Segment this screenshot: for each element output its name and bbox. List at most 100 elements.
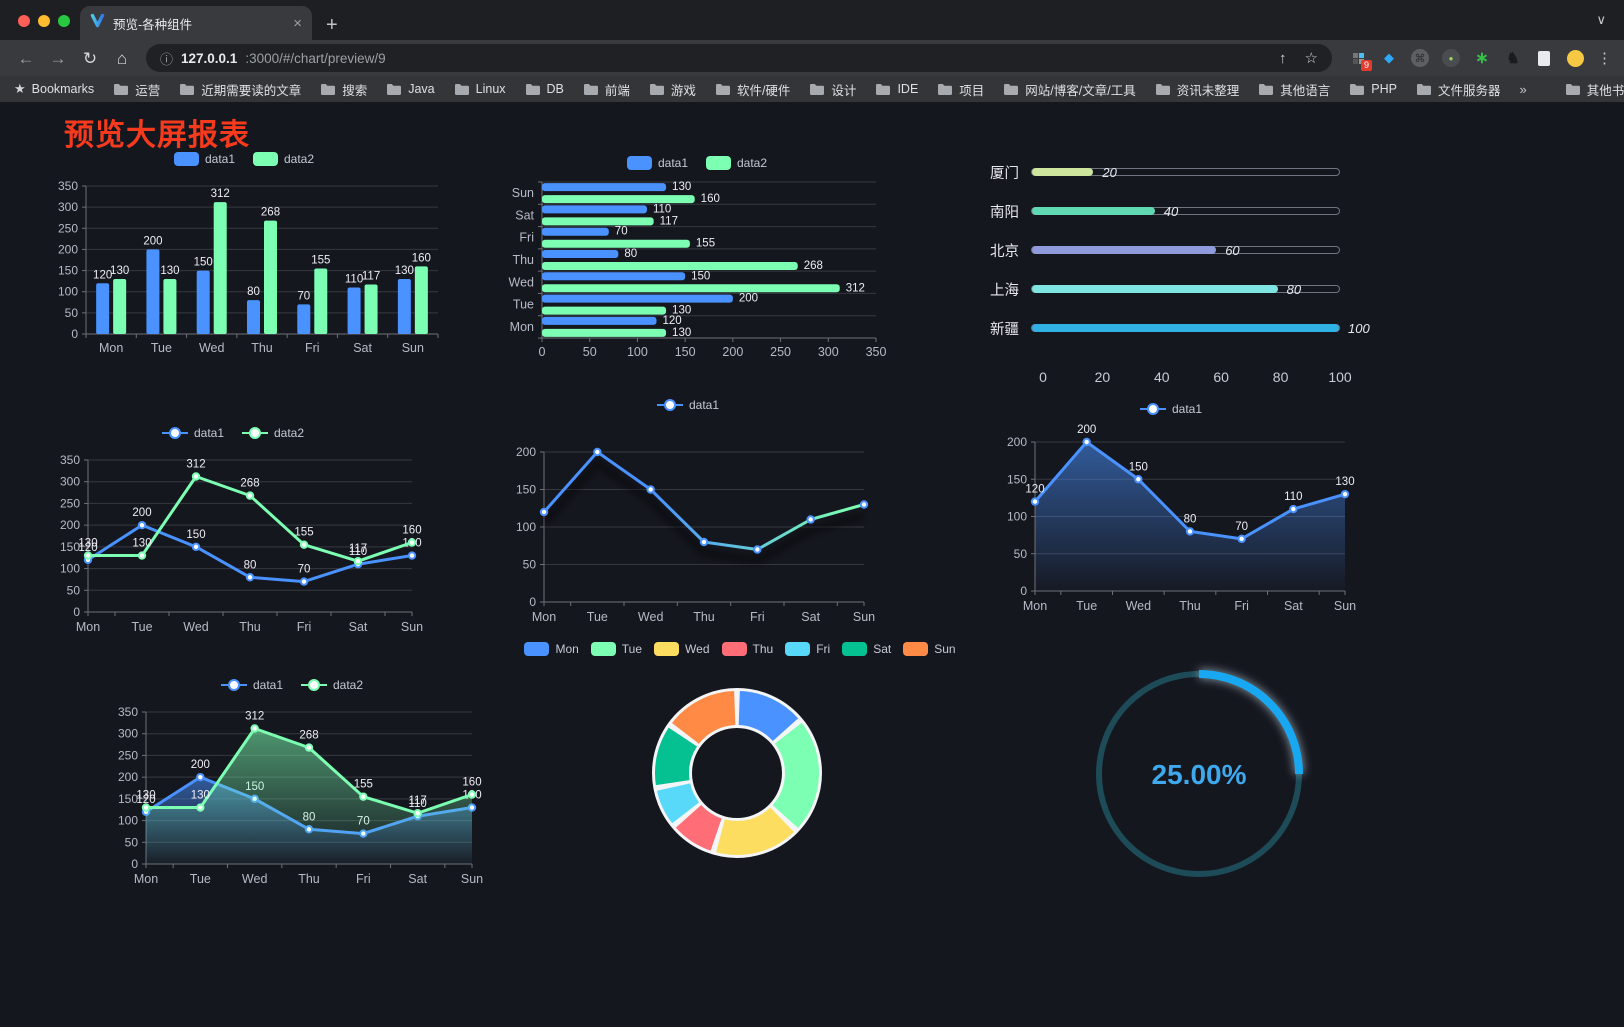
- legend-marker: [1139, 403, 1166, 415]
- star-icon: ★: [14, 81, 26, 96]
- svg-text:Tue: Tue: [1076, 599, 1097, 613]
- site-info-icon[interactable]: ⓘ: [160, 49, 173, 68]
- extension-star-icon[interactable]: ∗: [1472, 48, 1492, 68]
- legend-item[interactable]: data1: [626, 156, 688, 170]
- bookmark-item[interactable]: 项目: [937, 80, 984, 99]
- area-line-chart[interactable]: data1 0 50 100 150 200 Mon Tue Wed Thu Fri Sat Sun 1…: [985, 398, 1357, 624]
- forward-icon[interactable]: →: [44, 50, 72, 67]
- home-icon[interactable]: ⌂: [108, 50, 136, 67]
- svg-text:Wed: Wed: [242, 872, 268, 886]
- svg-text:Mon: Mon: [532, 610, 556, 624]
- gauge-chart[interactable]: 25.00%: [1056, 642, 1346, 922]
- extension-grid-icon[interactable]: 9: [1348, 48, 1372, 71]
- progress-bar-chart[interactable]: 厦门 20 南阳 40 北京 60 上海 80 新疆 1: [985, 152, 1370, 390]
- legend-item[interactable]: data1: [1139, 402, 1202, 416]
- legend-item[interactable]: data2: [301, 678, 363, 692]
- bookmark-item[interactable]: Java: [386, 82, 435, 96]
- maximize-window-button[interactable]: [58, 15, 70, 27]
- bookmark-item[interactable]: 近期需要读的文章: [179, 80, 301, 99]
- svg-text:80: 80: [247, 286, 260, 298]
- svg-text:312: 312: [245, 711, 264, 723]
- bookmark-item[interactable]: 设计: [809, 80, 856, 99]
- legend-item[interactable]: Thu: [721, 642, 773, 656]
- svg-text:80: 80: [624, 248, 637, 260]
- svg-text:Wed: Wed: [509, 275, 535, 289]
- bookmarks-root[interactable]: ★ Bookmarks: [14, 81, 95, 96]
- svg-text:0: 0: [529, 595, 536, 609]
- extension-dot-icon[interactable]: ●: [1441, 48, 1461, 68]
- folder-icon: [1565, 84, 1580, 95]
- bookmark-item[interactable]: DB: [525, 82, 564, 96]
- svg-text:70: 70: [1235, 521, 1248, 533]
- svg-text:70: 70: [615, 226, 628, 238]
- legend-swatch: [654, 642, 680, 656]
- bookmark-item[interactable]: 软件/硬件: [715, 80, 790, 99]
- reload-icon[interactable]: ↻: [76, 50, 104, 67]
- extension-cmd-icon[interactable]: ⌘: [1410, 48, 1430, 68]
- bookmarks-overflow-icon[interactable]: »: [1519, 81, 1527, 97]
- minimize-window-button[interactable]: [38, 15, 50, 27]
- gradient-line-chart[interactable]: data1 0 50 100 150 200 Mon Tue Wed Thu Fri Sat Sun: [498, 394, 878, 632]
- legend-item[interactable]: data2: [253, 152, 314, 166]
- bookmark-item[interactable]: 资讯未整理: [1155, 80, 1239, 99]
- legend-item[interactable]: Fri: [785, 642, 830, 656]
- bookmark-item[interactable]: 运营: [113, 80, 160, 99]
- horizontal-bar-chart[interactable]: data1 data2 Sun 130 160 Sat 110 117 Fri 70 155 Thu 8…: [498, 152, 896, 368]
- bookmark-item[interactable]: IDE: [875, 82, 918, 96]
- folder-icon: [1004, 84, 1019, 95]
- legend-item[interactable]: Mon: [524, 642, 579, 656]
- extension-card-icon[interactable]: [1534, 48, 1554, 68]
- legend-item[interactable]: Wed: [654, 642, 710, 656]
- close-window-button[interactable]: [18, 15, 30, 27]
- legend-swatch: [626, 156, 652, 170]
- legend-item[interactable]: data1: [656, 398, 719, 412]
- back-icon[interactable]: ←: [12, 50, 40, 67]
- browser-tab[interactable]: 预览-各种组件 ×: [80, 6, 312, 40]
- tab-close-icon[interactable]: ×: [293, 14, 302, 32]
- bookmark-item[interactable]: 搜索: [320, 80, 367, 99]
- bookmark-item[interactable]: 游戏: [649, 80, 696, 99]
- bookmark-item[interactable]: 其他语言: [1258, 80, 1330, 99]
- legend-item[interactable]: Sun: [903, 642, 956, 656]
- legend-item[interactable]: data1: [173, 152, 235, 166]
- svg-text:Sun: Sun: [401, 620, 423, 634]
- bookmark-star-icon[interactable]: ☆: [1304, 50, 1318, 67]
- new-tab-button[interactable]: +: [326, 14, 338, 36]
- donut-chart[interactable]: Mon Tue Wed Thu Fri Sat Sun: [524, 638, 956, 890]
- extension-pin-icon[interactable]: ♞: [1503, 48, 1523, 68]
- svg-text:150: 150: [186, 529, 205, 541]
- bookmark-item[interactable]: 文件服务器: [1416, 80, 1500, 99]
- share-icon[interactable]: ↑: [1279, 49, 1287, 67]
- svg-text:Sat: Sat: [349, 620, 368, 634]
- legend-item[interactable]: Tue: [590, 642, 642, 656]
- svg-text:120: 120: [78, 542, 97, 554]
- browser-menu-icon[interactable]: ⋮: [1597, 50, 1612, 67]
- svg-text:200: 200: [58, 242, 78, 256]
- svg-text:350: 350: [58, 179, 78, 193]
- svg-text:130: 130: [110, 265, 129, 277]
- address-bar[interactable]: ⓘ 127.0.0.1 :3000/#/chart/preview/9 ↑ ☆: [146, 44, 1332, 72]
- extensions-bar: 9 ◆ ⌘ ● ∗ ♞: [1348, 48, 1585, 71]
- extension-kite-icon[interactable]: ◆: [1379, 48, 1399, 68]
- two-series-area-line-chart[interactable]: data1 data2 0 50 100 150 200 250 300 350 Mon Tue We…: [100, 674, 484, 896]
- svg-text:160: 160: [412, 252, 431, 264]
- bookmark-item[interactable]: 前端: [583, 80, 630, 99]
- extension-emoji-icon[interactable]: [1565, 48, 1585, 68]
- legend-item[interactable]: Sat: [842, 642, 891, 656]
- progress-label: 上海: [990, 282, 1019, 299]
- two-series-line-chart[interactable]: data1 data2 0 50 100 150 200 250 300 350 Mon Tue Wed…: [42, 422, 424, 644]
- legend-item[interactable]: data1: [161, 426, 224, 440]
- legend-item[interactable]: data2: [242, 426, 304, 440]
- grouped-bar-chart[interactable]: data1 data2 0 50 100 150 200 250 300 350 Mon 120 130…: [40, 148, 448, 364]
- tab-search-chevron-icon[interactable]: ∨: [1596, 12, 1606, 27]
- bookmark-item[interactable]: Linux: [454, 82, 506, 96]
- other-bookmarks-folder[interactable]: 其他书签: [1565, 80, 1624, 99]
- bookmark-item[interactable]: 网站/博客/文章/工具: [1003, 80, 1136, 99]
- svg-text:130: 130: [672, 181, 691, 193]
- legend-item[interactable]: data1: [220, 678, 283, 692]
- svg-text:130: 130: [672, 327, 691, 339]
- legend-item[interactable]: data2: [706, 156, 767, 170]
- svg-text:150: 150: [516, 483, 536, 497]
- bookmark-item[interactable]: PHP: [1349, 82, 1397, 96]
- folder-icon: [1416, 84, 1431, 95]
